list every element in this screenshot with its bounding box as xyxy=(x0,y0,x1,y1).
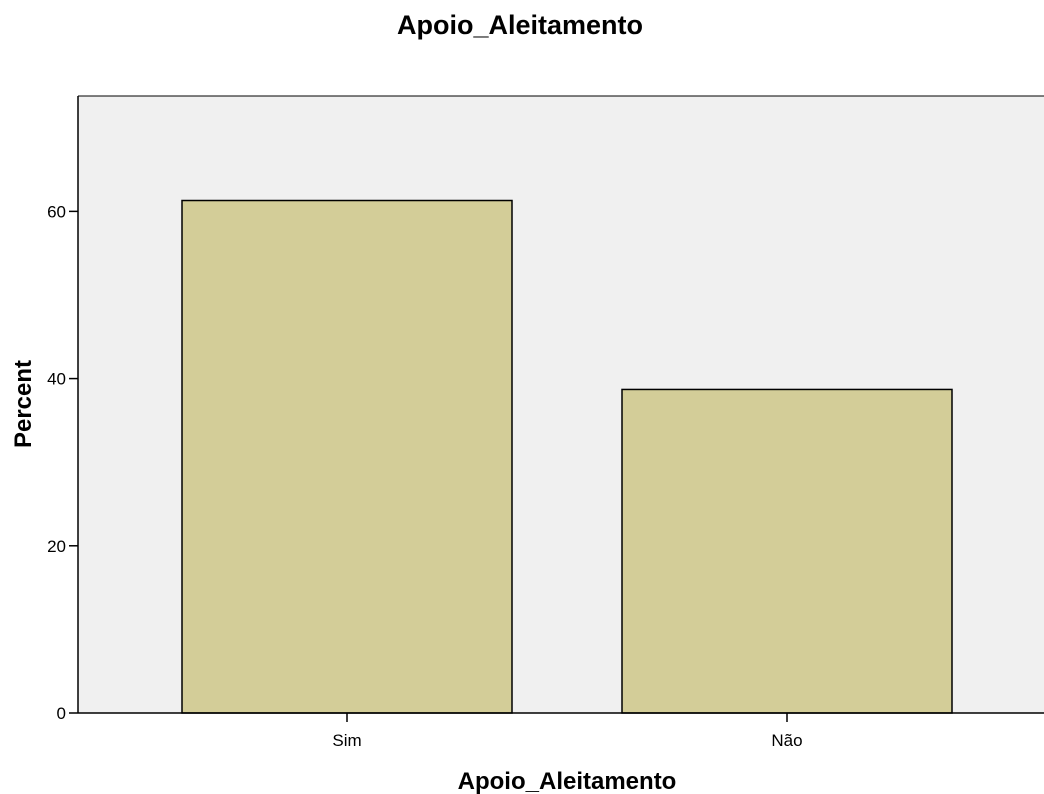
bar-0 xyxy=(181,199,513,714)
y-tick-label-1: 20 xyxy=(47,537,66,556)
x-axis-label: Apoio_Aleitamento xyxy=(458,768,677,794)
bar-1 xyxy=(621,388,953,714)
x-tick-label-0: Sim xyxy=(332,731,361,750)
y-tick-label-0: 0 xyxy=(57,704,66,723)
x-tick-label-1: Não xyxy=(771,731,802,750)
chart-title: Apoio_Aleitamento xyxy=(397,10,643,40)
y-axis-label: Percent xyxy=(10,360,37,448)
y-tick-label-2: 40 xyxy=(47,370,66,389)
y-ticks: 0 20 40 60 xyxy=(47,202,78,723)
y-tick-label-3: 60 xyxy=(47,202,66,221)
bars-layer xyxy=(181,199,953,714)
x-ticks: Sim Não xyxy=(332,713,803,750)
